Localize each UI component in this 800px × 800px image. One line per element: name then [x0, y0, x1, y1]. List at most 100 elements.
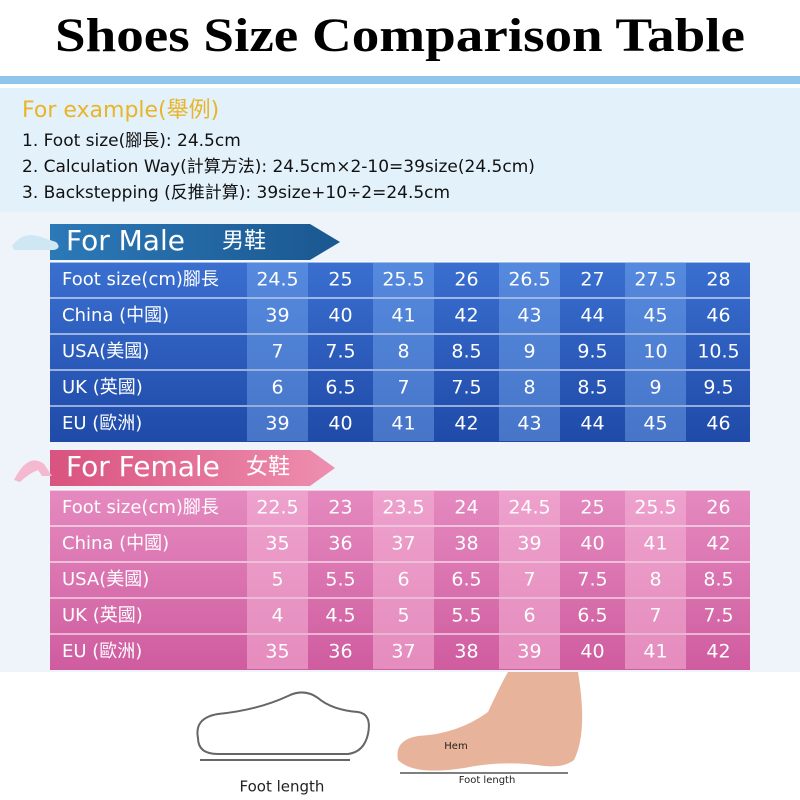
cell: 40 — [328, 305, 352, 327]
cell: 7 — [271, 341, 283, 363]
cell-shade — [625, 635, 686, 669]
cell-shade — [499, 635, 560, 669]
cell: 42 — [454, 305, 478, 327]
cell: 25 — [328, 269, 352, 291]
shoe-label: Foot length — [240, 778, 325, 796]
cell: 25.5 — [634, 497, 676, 519]
cell: 41 — [391, 305, 415, 327]
cell-shade — [499, 527, 560, 561]
cell-shade — [373, 563, 434, 597]
cell-shade — [247, 371, 308, 405]
row-label: USA(美國) — [62, 341, 149, 362]
cell: 35 — [265, 641, 289, 663]
cell: 43 — [517, 413, 541, 435]
cell: 26 — [706, 497, 730, 519]
cell: 41 — [643, 533, 667, 555]
cell: 40 — [328, 413, 352, 435]
cell: 25 — [580, 497, 604, 519]
cell: 8 — [649, 569, 661, 591]
cell: 45 — [643, 413, 667, 435]
example-heading: For example(舉例) — [22, 98, 219, 123]
cell: 38 — [454, 533, 478, 555]
male-table — [50, 262, 750, 442]
cell-shade — [625, 407, 686, 441]
cell: 9 — [523, 341, 535, 363]
cell: 39 — [265, 305, 289, 327]
cell: 23 — [328, 497, 352, 519]
cell-shade — [373, 491, 434, 525]
cell: 8 — [397, 341, 409, 363]
cell: 46 — [706, 305, 730, 327]
cell: 44 — [580, 305, 604, 327]
cell: 8.5 — [703, 569, 733, 591]
cell-shade — [625, 371, 686, 405]
cell: 39 — [517, 533, 541, 555]
cell-shade — [625, 563, 686, 597]
cell: 5.5 — [451, 605, 481, 627]
heel-icon — [14, 460, 52, 482]
cell-shade — [373, 527, 434, 561]
cell-shade — [247, 335, 308, 369]
cell: 42 — [454, 413, 478, 435]
female-banner — [50, 450, 335, 486]
cell: 7.5 — [577, 569, 607, 591]
row-label: EU (歐洲) — [62, 413, 142, 434]
row-label: UK (英國) — [62, 605, 143, 626]
cell: 44 — [580, 413, 604, 435]
cell: 6 — [397, 569, 409, 591]
cell: 5 — [271, 569, 283, 591]
shoe-icon — [12, 235, 59, 250]
row-label: China (中國) — [62, 533, 169, 554]
cell: 39 — [517, 641, 541, 663]
cell-shade — [373, 299, 434, 333]
cell-shade — [373, 407, 434, 441]
cell: 6.5 — [325, 377, 355, 399]
cell: 22.5 — [256, 497, 298, 519]
row-label: Foot size(cm)腳長 — [62, 497, 219, 518]
cell-shade — [499, 371, 560, 405]
cell-shade — [499, 407, 560, 441]
cell-shade — [499, 299, 560, 333]
example-panel — [0, 88, 800, 212]
example-line: 2. Calculation Way(計算方法): 24.5cm×2-10=39… — [22, 157, 535, 177]
cell-shade — [625, 335, 686, 369]
cell-shade — [499, 263, 560, 297]
cell: 5.5 — [325, 569, 355, 591]
female-heading: For Female — [66, 450, 220, 483]
cell: 36 — [328, 533, 352, 555]
cell: 8.5 — [577, 377, 607, 399]
cell: 10 — [643, 341, 667, 363]
title: Shoes Size Comparison Table — [55, 9, 745, 62]
cell-shade — [247, 563, 308, 597]
row-label: USA(美國) — [62, 569, 149, 590]
cell-shade — [625, 491, 686, 525]
cell: 24 — [454, 497, 478, 519]
cell: 9.5 — [703, 377, 733, 399]
cell-shade — [499, 335, 560, 369]
cell: 9.5 — [577, 341, 607, 363]
cell-shade — [499, 599, 560, 633]
cell: 28 — [706, 269, 730, 291]
cell-shade — [247, 299, 308, 333]
hem-label: Hem — [444, 741, 467, 752]
row-label: China (中國) — [62, 305, 169, 326]
shoe-drawing — [196, 691, 370, 761]
cell: 27.5 — [634, 269, 676, 291]
cell: 45 — [643, 305, 667, 327]
cell: 39 — [265, 413, 289, 435]
male-banner — [50, 224, 340, 260]
cell: 26.5 — [508, 269, 550, 291]
cell: 8 — [523, 377, 535, 399]
male-heading-cn: 男鞋 — [222, 229, 266, 254]
cell: 37 — [391, 533, 415, 555]
cell-shade — [373, 263, 434, 297]
cell: 46 — [706, 413, 730, 435]
cell-shade — [247, 491, 308, 525]
cell: 10.5 — [697, 341, 739, 363]
divider — [0, 76, 800, 84]
cell: 42 — [706, 641, 730, 663]
cell: 4.5 — [325, 605, 355, 627]
cell-shade — [247, 635, 308, 669]
cell: 9 — [649, 377, 661, 399]
cell: 7.5 — [451, 377, 481, 399]
